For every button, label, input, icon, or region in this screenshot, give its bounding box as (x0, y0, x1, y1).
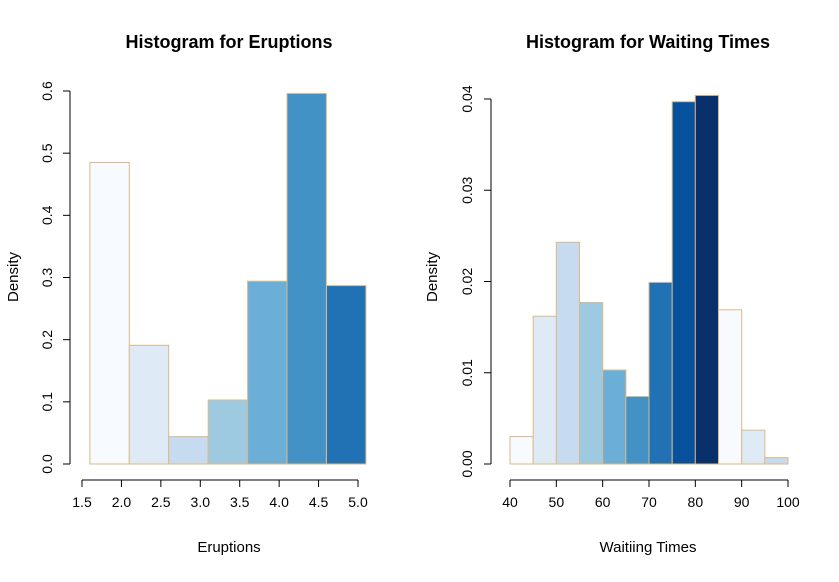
y-tick-label: 0.1 (39, 392, 55, 412)
x-axis: 40 50 60 70 80 90 100 (502, 479, 800, 510)
histogram-bar (625, 396, 650, 465)
histogram-bar (718, 309, 743, 465)
y-tick-label: 0.6 (39, 81, 55, 101)
histogram-bar (579, 302, 604, 465)
y-tick-label: 0.3 (39, 268, 55, 288)
x-tick-label: 4.5 (309, 494, 329, 510)
y-tick-label: 0.04 (459, 85, 475, 112)
histogram-bar (89, 162, 130, 465)
x-axis-label: Waitiing Times (600, 539, 697, 556)
histogram-bar (764, 457, 789, 465)
histogram-bar (648, 281, 673, 465)
y-tick-label: 0.02 (459, 268, 475, 295)
histogram-bar (168, 436, 209, 465)
x-tick-label: 90 (734, 494, 750, 510)
chart-title: Histogram for Waiting Times (526, 32, 770, 52)
y-tick-label: 0.01 (459, 359, 475, 386)
waiting-times-histogram-panel: Histogram for Waiting Times Waitiing Tim… (424, 32, 800, 556)
x-tick-label: 60 (595, 494, 611, 510)
x-tick-label: 40 (502, 494, 518, 510)
histogram-bar (532, 315, 557, 465)
x-tick-label: 80 (688, 494, 704, 510)
x-tick-label: 3.0 (191, 494, 211, 510)
x-tick-label: 2.5 (151, 494, 171, 510)
x-tick-label: 100 (776, 494, 800, 510)
histogram-bar (671, 101, 696, 465)
x-axis-label: Eruptions (197, 539, 260, 556)
y-tick-label: 0.2 (39, 330, 55, 350)
y-tick-label: 0.03 (459, 176, 475, 203)
x-tick-label: 5.0 (348, 494, 368, 510)
histogram-bar (247, 280, 288, 465)
x-axis: 1.5 2.0 2.5 3.0 3.5 4.0 4.5 5.0 (72, 479, 368, 510)
x-tick-label: 3.5 (230, 494, 250, 510)
x-tick-label: 4.0 (269, 494, 289, 510)
histogram-bar (602, 369, 627, 465)
y-axis: 0.00 0.01 0.02 0.03 0.04 (459, 85, 492, 478)
y-tick-label: 0.5 (39, 143, 55, 163)
histogram-bar (741, 429, 766, 465)
y-axis: 0.0 0.1 0.2 0.3 0.4 0.5 0.6 (39, 81, 71, 474)
eruptions-histogram-panel: Histogram for Eruptions Eruptions Densit… (5, 32, 368, 556)
x-tick-label: 2.0 (112, 494, 132, 510)
y-tick-label: 0.4 (39, 205, 55, 225)
histogram-bar (128, 344, 170, 465)
chart-title: Histogram for Eruptions (125, 32, 332, 52)
histogram-bar (207, 399, 249, 465)
histogram-bar (555, 241, 580, 465)
histogram-bar (286, 93, 327, 465)
y-axis-label: Density (424, 251, 441, 302)
x-tick-label: 1.5 (72, 494, 92, 510)
histogram-bar (694, 94, 719, 465)
x-tick-label: 70 (641, 494, 657, 510)
x-tick-label: 50 (549, 494, 565, 510)
histogram-bar (326, 285, 367, 465)
y-axis-label: Density (5, 251, 22, 302)
bars (89, 93, 367, 465)
y-tick-label: 0.0 (39, 454, 55, 474)
histogram-bar (509, 436, 534, 465)
bars (509, 94, 789, 465)
y-tick-label: 0.00 (459, 450, 475, 477)
